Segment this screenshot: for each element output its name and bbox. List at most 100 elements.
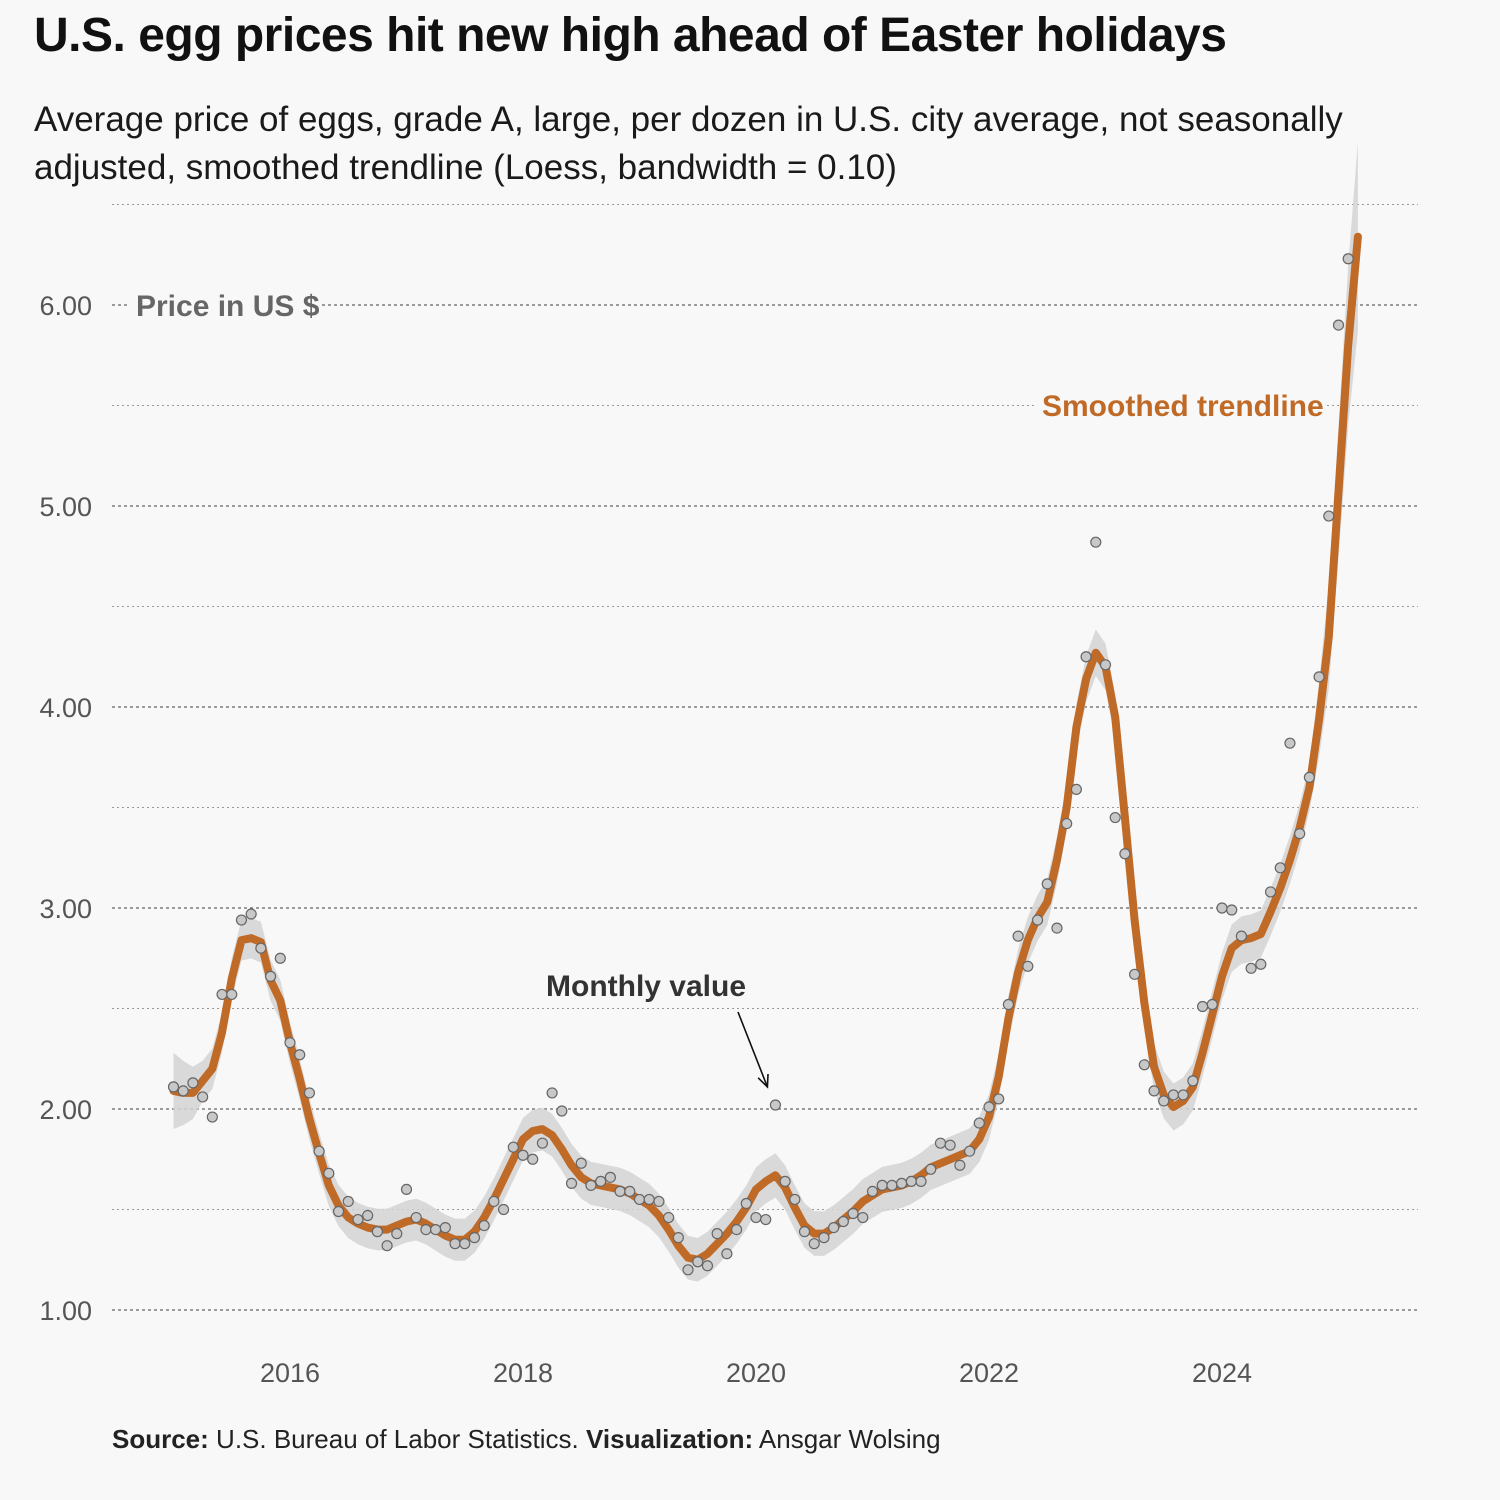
monthly-value-point [954,1159,966,1171]
monthly-value-point [1012,930,1024,942]
monthly-value-point [653,1195,665,1208]
y-tick-label: 4.00 [39,693,92,723]
monthly-value-point [905,1175,917,1187]
monthly-value-point [1158,1095,1170,1107]
monthly-value-point [439,1221,451,1234]
x-tick-label: 2024 [1192,1358,1252,1388]
monthly-value-point [235,914,248,926]
monthly-value-points [167,253,1354,1276]
y-tick-label: 5.00 [39,492,92,522]
monthly-value-point [701,1260,714,1272]
monthly-value-point [1148,1085,1160,1097]
visualization-text: Ansgar Wolsing [758,1424,941,1454]
monthly-value-point [459,1238,471,1250]
monthly-value-point [546,1087,558,1099]
monthly-value-point [420,1223,432,1236]
monthly-value-point [837,1215,849,1228]
monthly-value-point [245,908,257,920]
monthly-value-point [303,1087,316,1099]
monthly-value-point [973,1117,985,1129]
monthly-value-point [1187,1075,1199,1087]
monthly-value-point [692,1256,704,1268]
x-axis-tick-labels: 2016 2018 2020 2022 2024 [260,1358,1252,1388]
monthly-value-point [789,1193,801,1206]
y-axis-label: Price in US $ [136,290,320,323]
monthly-value-point [798,1226,811,1238]
monthly-value-point [760,1213,772,1226]
monthly-value-point [633,1193,646,1206]
monthly-value-point [1041,878,1053,890]
monthly-value-point [1294,828,1306,840]
y-axis-tick-labels: 1.00 2.00 3.00 4.00 5.00 6.00 [39,291,92,1326]
monthly-value-point [362,1209,374,1222]
monthly-value-point [595,1175,607,1187]
monthly-value-point [1226,904,1238,916]
monthly-value-point [478,1219,490,1232]
monthly-value-point [1235,930,1248,942]
chart-subtitle: Average price of eggs, grade A, large, p… [34,100,1343,187]
monthly-value-point [857,1211,869,1224]
monthly-value-point [517,1149,529,1161]
monthly-value-point [488,1195,500,1208]
monthly-value-point [430,1223,442,1236]
monthly-value-point [818,1232,830,1244]
source-caption: Source: U.S. Bureau of Labor Statistics.… [112,1424,941,1455]
monthly-value-point [206,1111,218,1123]
monthly-value-point [769,1099,782,1111]
monthly-value-point [284,1037,296,1049]
monthly-value-point [730,1223,743,1236]
monthly-value-point [682,1264,694,1276]
x-tick-label: 2016 [260,1358,320,1388]
monthly-value-point [624,1185,636,1198]
monthly-value-point [371,1226,383,1238]
confidence-band [173,142,1358,1282]
monthly-value-point [1099,659,1112,671]
y-tick-label: 1.00 [39,1296,92,1326]
monthly-value-point [1129,968,1141,980]
monthly-value-point [721,1248,733,1260]
monthly-value-point [1313,671,1325,683]
y-tick-label: 6.00 [39,291,92,321]
monthly-value-point [1051,922,1063,934]
monthly-value-label: Monthly value [546,970,746,1003]
monthly-value-point [915,1175,927,1187]
monthly-value-point [323,1167,335,1179]
monthly-value-point [886,1179,898,1191]
monthly-value-point [527,1153,539,1165]
monthly-value-point [255,942,267,954]
visualization-label: Visualization: [586,1424,754,1454]
monthly-value-point [556,1105,568,1117]
monthly-value-point [1274,862,1286,874]
monthly-value-point [1167,1089,1180,1101]
monthly-value-point [391,1228,403,1240]
monthly-value-point [264,970,277,982]
y-tick-label: 3.00 [39,894,92,924]
monthly-value-point [1206,998,1218,1011]
monthly-value-point [1138,1059,1150,1071]
y-tick-label: 2.00 [39,1095,92,1125]
monthly-value-point [604,1171,616,1183]
monthly-value-point [352,1213,364,1226]
chart-title: U.S. egg prices hit new high ahead of Ea… [34,9,1227,62]
monthly-value-point [672,1232,684,1244]
monthly-value-point [1177,1089,1189,1101]
monthly-value-point [993,1093,1005,1105]
monthly-value-point [342,1195,354,1208]
arrow-head [757,1073,769,1089]
monthly-value-point [400,1183,413,1196]
monthly-value-point [216,988,228,1001]
monthly-value-point [226,988,238,1001]
monthly-value-point [294,1049,306,1061]
monthly-value-point [497,1203,510,1216]
monthly-value-point [711,1228,723,1240]
monthly-value-point [1323,510,1335,522]
monthly-value-point [1245,962,1257,974]
monthly-value-point [1303,771,1315,783]
monthly-value-point [381,1240,393,1252]
monthly-value-point [779,1175,791,1187]
monthly-value-point [1022,960,1034,972]
monthly-value-point [963,1145,976,1157]
monthly-value-point [896,1177,908,1189]
monthly-value-point [1342,253,1354,265]
